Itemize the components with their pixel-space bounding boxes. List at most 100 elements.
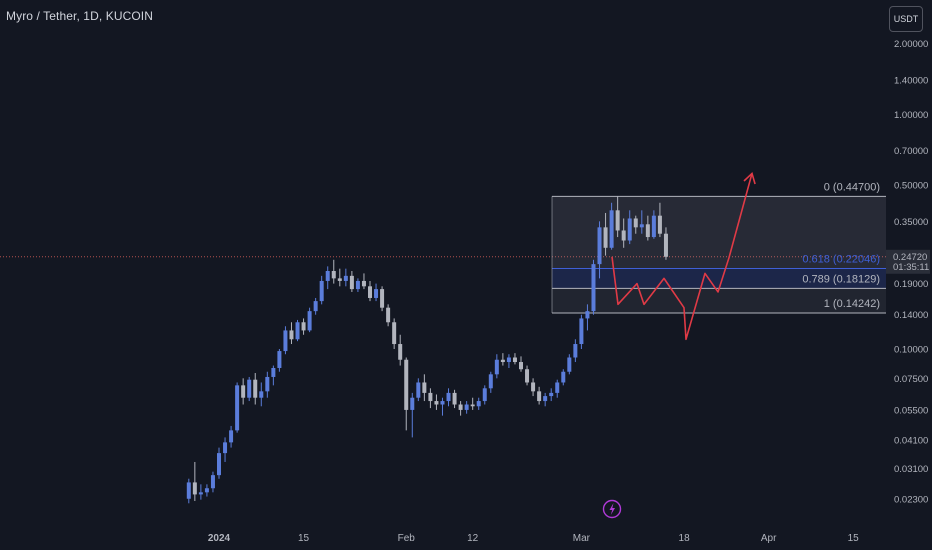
candle — [567, 354, 572, 375]
projection-path[interactable] — [611, 171, 756, 341]
candle — [265, 371, 270, 398]
candle — [319, 275, 324, 305]
price-tick-label: 0.35000 — [894, 217, 928, 228]
candle — [289, 322, 294, 345]
candle — [277, 349, 282, 372]
candle — [585, 304, 590, 331]
candle — [494, 354, 499, 379]
candle — [531, 378, 536, 397]
candle — [386, 304, 391, 327]
candle — [398, 334, 403, 366]
countdown-label: 01:35:11 — [893, 262, 929, 273]
time-tick-label: Apr — [761, 533, 777, 544]
candle — [283, 326, 288, 355]
candle — [307, 307, 312, 333]
candle — [259, 382, 264, 407]
candle — [488, 371, 493, 393]
candle — [603, 212, 608, 256]
candle — [549, 388, 554, 402]
candle — [343, 268, 348, 287]
candle — [229, 425, 234, 448]
candle — [217, 447, 221, 479]
candle — [392, 318, 397, 349]
candle — [452, 389, 457, 409]
price-axis[interactable]: 2.00000 1.40000 1.00000 0.70000 0.50000 0.350… — [886, 39, 930, 505]
fib-level-label: 0 (0.44700) — [824, 181, 880, 193]
candle — [651, 210, 656, 239]
fib-zone-618-789 — [552, 268, 886, 289]
candle — [380, 286, 385, 312]
candle — [500, 353, 505, 366]
symbol-title: Myro / Tether, 1D, KUCOIN — [6, 9, 153, 23]
price-tick-label: 0.05500 — [894, 405, 928, 416]
candle — [633, 215, 638, 234]
candle — [416, 378, 421, 402]
candle — [476, 397, 481, 410]
candle — [374, 283, 379, 302]
candle — [663, 227, 668, 260]
candle — [422, 374, 427, 402]
price-tick-label: 1.00000 — [894, 110, 928, 121]
candle — [609, 202, 614, 250]
candle — [404, 357, 409, 431]
candle — [331, 259, 336, 284]
candle — [368, 280, 372, 302]
price-tick-label: 0.02300 — [894, 494, 928, 505]
candle — [639, 210, 644, 234]
candle — [434, 394, 439, 410]
candle — [458, 401, 463, 416]
time-tick-label: 15 — [298, 533, 310, 544]
price-tick-label: 0.14000 — [894, 310, 928, 321]
time-tick-label: 15 — [848, 533, 860, 544]
price-tick-label: 0.10000 — [894, 345, 928, 356]
candle — [506, 354, 511, 368]
candle — [210, 471, 215, 493]
candle — [573, 339, 578, 363]
price-tick-label: 0.03100 — [894, 464, 928, 475]
price-tick-label: 2.00000 — [894, 39, 928, 50]
currency-button[interactable]: USDT — [889, 6, 923, 32]
candle — [295, 319, 300, 342]
candle — [519, 356, 523, 372]
fib-level-label: 1 (0.14242) — [824, 298, 880, 310]
candle — [247, 376, 252, 402]
price-tick-label: 1.40000 — [894, 76, 928, 87]
candle — [325, 266, 330, 290]
time-tick-label: 18 — [679, 533, 691, 544]
fib-level-label: 0.789 (0.18129) — [802, 273, 880, 285]
candle — [470, 397, 475, 410]
candle — [361, 273, 366, 290]
candle — [223, 437, 228, 462]
candle — [555, 379, 560, 398]
current-price-tag — [886, 249, 930, 274]
candle — [192, 461, 197, 501]
candle — [525, 365, 530, 386]
price-tick-label: 0.50000 — [894, 181, 928, 192]
projection-line[interactable] — [611, 173, 753, 341]
candle — [543, 392, 548, 407]
time-tick-label: 12 — [467, 533, 479, 544]
candle — [313, 297, 318, 315]
flash-icon[interactable] — [602, 499, 622, 519]
candle — [627, 210, 632, 245]
candle — [253, 373, 258, 405]
candle — [440, 397, 445, 416]
candle — [235, 382, 240, 433]
candle — [615, 196, 620, 238]
candle — [537, 386, 542, 405]
time-axis[interactable]: 202415Feb12Mar18Apr15May — [208, 533, 932, 544]
current-price-label: 0.24720 — [893, 252, 927, 263]
candle — [464, 401, 469, 414]
candle — [657, 202, 662, 238]
candle — [271, 365, 276, 386]
fib-zone-789-1 — [552, 288, 886, 313]
price-tick-label: 0.04100 — [894, 435, 928, 446]
candle — [645, 215, 650, 241]
candle — [355, 278, 360, 292]
time-tick-label: Mar — [573, 533, 591, 544]
candle — [186, 478, 191, 504]
fibonacci-retracement[interactable]: 0 (0.44700) 0.618 (0.22046) 0.789 (0.18129… — [551, 181, 886, 314]
candle — [301, 318, 306, 335]
candle — [621, 218, 626, 248]
